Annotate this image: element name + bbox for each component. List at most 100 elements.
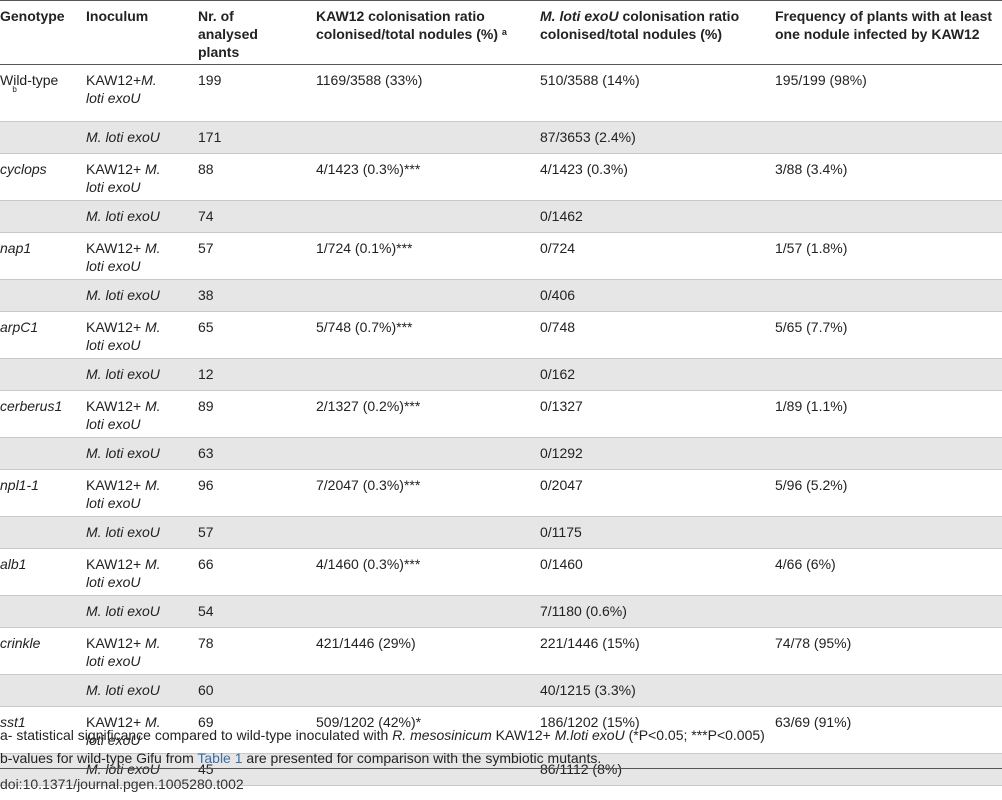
mloti-ratio-cell: 0/724 [540,240,576,256]
table-row: npl1-1 KAW12+ M. loti exoU 96 7/2047 (0.3%)*… [0,470,1002,517]
genotype-cell: Wild-typeb [0,72,59,94]
plant-count-cell: 78 [198,635,214,651]
kaw12-ratio-cell: 5/748 (0.7%)*** [316,319,413,335]
plant-count-cell: 89 [198,398,214,414]
table-row: M. loti exoU 63 0/1292 [0,438,1002,470]
header-kaw12-ratio: KAW12 colonisation ratio colonised/total… [316,8,507,42]
table-row: cyclops KAW12+ M. loti exoU 88 4/1423 (0.3%)… [0,154,1002,201]
table-body: Wild-typeb KAW12+M. loti exoU 199 1169/3588 … [0,65,1002,786]
kaw12-ratio-cell: 7/2047 (0.3%)*** [316,477,421,493]
table-row: M. loti exoU 38 0/406 [0,280,1002,312]
table-row: arpC1 KAW12+ M. loti exoU 65 5/748 (0.7%)***… [0,312,1002,359]
table-row: M. loti exoU 45 86/1112 (8%) [0,754,1002,786]
genotype-cell: npl1-1 [0,477,39,493]
frequency-cell: 1/89 (1.1%) [775,398,848,414]
header-frequency: Frequency of plants with at least one no… [775,8,993,42]
inoculum-cell: KAW12+ M. loti exoU [86,398,161,432]
inoculum-cell: KAW12+ M. loti exoU [86,556,161,590]
kaw12-ratio-cell: 4/1423 (0.3%)*** [316,161,421,177]
frequency-cell: 4/66 (6%) [775,556,836,572]
table-row: Wild-typeb KAW12+M. loti exoU 199 1169/3588 … [0,65,1002,122]
table-row: nap1 KAW12+ M. loti exoU 57 1/724 (0.1%)*** 0… [0,233,1002,280]
kaw12-ratio-cell: 421/1446 (29%) [316,635,416,651]
table-1-link[interactable]: Table 1 [197,750,243,766]
table-row: M. loti exoU 12 0/162 [0,359,1002,391]
table-row: alb1 KAW12+ M. loti exoU 66 4/1460 (0.3%)***… [0,549,1002,596]
mloti-ratio-cell: 0/1460 [540,556,583,572]
genotype-cell: alb1 [0,556,27,572]
inoculum-cell: M. loti exoU [86,524,160,540]
kaw12-ratio-cell: 4/1460 (0.3%)*** [316,556,421,572]
plant-count-cell: 57 [198,240,214,256]
mloti-ratio-cell: 221/1446 (15%) [540,635,640,651]
plant-count-cell: 171 [198,129,222,145]
footnote-b: b-values for wild-type Gifu from Table 1… [0,750,602,766]
inoculum-cell: KAW12+ M. loti exoU [86,319,161,353]
table-row: crinkle KAW12+ M. loti exoU 78 421/1446 (29%… [0,628,1002,675]
inoculum-cell: KAW12+ M. loti exoU [86,240,161,274]
header-inoculum: Inoculum [86,8,149,24]
footnote-a: a- statistical significance compared to … [0,727,765,743]
plant-count-cell: 74 [198,208,214,224]
inoculum-cell: M. loti exoU [86,366,160,382]
mloti-ratio-cell: 0/1462 [540,208,583,224]
header-genotype: Genotype [0,8,65,24]
table-row: M. loti exoU 54 7/1180 (0.6%) [0,596,1002,628]
header-nr-plants: Nr. of analysed plants [198,8,258,60]
kaw12-ratio-cell: 1/724 (0.1%)*** [316,240,413,256]
inoculum-cell: KAW12+ M. loti exoU [86,161,161,195]
mloti-ratio-cell: 87/3653 (2.4%) [540,129,636,145]
inoculum-cell: KAW12+ M. loti exoU [86,635,161,669]
plant-count-cell: 88 [198,161,214,177]
plant-count-cell: 12 [198,366,214,382]
plant-count-cell: 63 [198,445,214,461]
plant-count-cell: 69 [198,714,214,730]
mloti-ratio-cell: 0/748 [540,319,576,335]
frequency-cell: 195/199 (98%) [775,72,867,88]
frequency-cell: 5/65 (7.7%) [775,319,848,335]
inoculum-cell: M. loti exoU [86,682,160,698]
plant-count-cell: 96 [198,477,214,493]
frequency-cell: 3/88 (3.4%) [775,161,848,177]
mloti-ratio-cell: 0/1292 [540,445,583,461]
mloti-ratio-cell: 186/1202 (15%) [540,714,640,730]
inoculum-cell: M. loti exoU [86,129,160,145]
mloti-ratio-cell: 40/1215 (3.3%) [540,682,636,698]
plant-count-cell: 54 [198,603,214,619]
mloti-ratio-cell: 510/3588 (14%) [540,72,640,88]
plant-count-cell: 65 [198,319,214,335]
mloti-ratio-cell: 0/1175 [540,524,582,540]
table-header: Genotype Inoculum Nr. of analysed plants… [0,0,1002,65]
genotype-cell: crinkle [0,635,41,651]
mloti-ratio-cell: 0/2047 [540,477,583,493]
table-row: sst1 KAW12+ M. loti exoU 69 509/1202 (42%)* 1… [0,707,1002,754]
inoculum-cell: M. loti exoU [86,445,160,461]
plant-count-cell: 60 [198,682,214,698]
mloti-ratio-cell: 7/1180 (0.6%) [540,603,627,619]
genotype-cell: sst1 [0,714,26,730]
genotype-cell: arpC1 [0,319,39,335]
mloti-ratio-cell: 0/1327 [540,398,583,414]
footnote-a-marker: a [501,27,507,37]
doi-text: doi:10.1371/journal.pgen.1005280.t002 [0,776,244,792]
inoculum-cell: KAW12+ M. loti exoU [86,477,161,511]
inoculum-cell: KAW12+ M. loti exoU [86,714,161,748]
footer-divider [0,768,1002,769]
plant-count-cell: 199 [198,72,222,88]
plant-count-cell: 57 [198,524,214,540]
frequency-cell: 63/69 (91%) [775,714,852,730]
table-row: M. loti exoU 57 0/1175 [0,517,1002,549]
inoculum-cell: M. loti exoU [86,603,160,619]
plant-count-cell: 45 [198,761,214,777]
kaw12-ratio-cell: 2/1327 (0.2%)*** [316,398,421,414]
inoculum-cell: M. loti exoU [86,761,160,777]
footnote-b-marker: b [12,85,17,94]
mloti-ratio-cell: 86/1112 (8%) [540,761,622,777]
plant-count-cell: 66 [198,556,214,572]
table-row: M. loti exoU 171 87/3653 (2.4%) [0,122,1002,154]
genotype-cell: cyclops [0,161,47,177]
inoculum-cell: M. loti exoU [86,287,160,303]
table-row: M. loti exoU 74 0/1462 [0,201,1002,233]
mloti-ratio-cell: 0/406 [540,287,576,303]
